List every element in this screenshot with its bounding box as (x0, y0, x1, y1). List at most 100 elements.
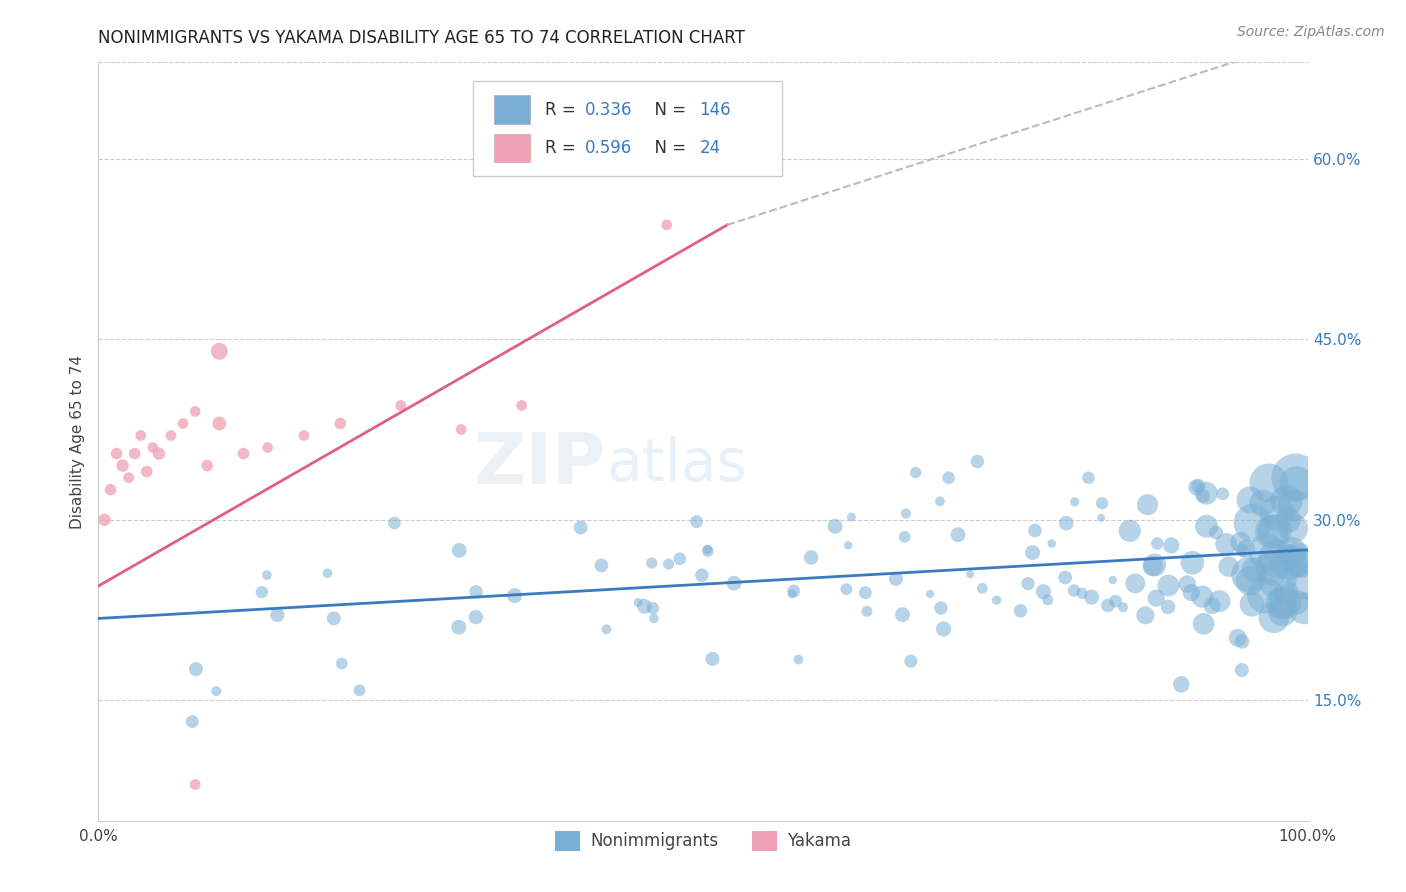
Point (1157, 578, 1180, 592)
Point (465, 585, 488, 599)
Point (329, 417, 352, 431)
Point (181, 714, 204, 729)
Point (1241, 597, 1264, 611)
Point (1017, 576, 1039, 591)
Point (1208, 594, 1230, 608)
Point (1226, 631, 1249, 645)
Point (824, 519, 846, 533)
Point (1080, 590, 1102, 604)
Point (384, 516, 406, 530)
Point (1104, 594, 1126, 608)
Point (256, 441, 278, 455)
Point (256, 568, 278, 582)
Point (1024, 524, 1046, 538)
Point (1136, 498, 1159, 512)
Point (1040, 536, 1063, 550)
Point (510, 399, 533, 413)
Point (1270, 597, 1292, 611)
Point (696, 544, 718, 558)
Point (205, 684, 228, 698)
Point (1218, 559, 1240, 574)
Point (1241, 516, 1264, 530)
Point (1286, 595, 1309, 609)
Point (464, 610, 486, 624)
Text: atlas: atlas (606, 436, 747, 492)
Point (1274, 596, 1296, 610)
Text: Source: ZipAtlas.com: Source: ZipAtlas.com (1237, 25, 1385, 39)
Point (503, 589, 526, 603)
Point (966, 454, 988, 468)
Point (148, 446, 170, 460)
Point (1215, 537, 1237, 551)
Point (208, 417, 231, 431)
Point (232, 446, 254, 460)
Point (1063, 495, 1085, 509)
Point (1234, 541, 1257, 556)
Legend: Nonimmigrants, Yakama: Nonimmigrants, Yakama (548, 824, 858, 858)
Point (172, 417, 194, 431)
Point (669, 551, 692, 566)
Point (938, 471, 960, 485)
Point (1143, 558, 1166, 572)
Point (449, 543, 471, 558)
Point (853, 585, 876, 599)
Point (657, 557, 679, 571)
Point (1251, 496, 1274, 510)
Point (800, 550, 823, 565)
Point (100, 483, 122, 497)
Point (1170, 677, 1192, 691)
Point (929, 601, 952, 615)
Point (1036, 593, 1059, 607)
Point (900, 654, 922, 668)
Point (105, 446, 128, 460)
Bar (494, 134, 530, 162)
Point (723, 576, 745, 591)
Point (780, 587, 803, 601)
Point (1142, 559, 1164, 574)
Point (1097, 599, 1119, 613)
Point (959, 567, 981, 582)
FancyBboxPatch shape (474, 81, 782, 177)
Point (1261, 561, 1284, 575)
Point (184, 778, 207, 792)
Point (111, 458, 134, 473)
Point (1277, 513, 1299, 527)
Point (1254, 588, 1277, 602)
Point (1191, 590, 1213, 604)
Point (702, 652, 724, 666)
Point (1192, 489, 1215, 503)
Point (1032, 584, 1054, 599)
Point (1239, 492, 1261, 507)
Point (641, 556, 664, 570)
Text: NONIMMIGRANTS VS YAKAMA DISABILITY AGE 65 TO 74 CORRELATION CHART: NONIMMIGRANTS VS YAKAMA DISABILITY AGE 6… (98, 29, 745, 47)
Point (1275, 586, 1298, 600)
Point (184, 662, 207, 676)
Point (690, 568, 713, 582)
Point (1101, 573, 1123, 587)
Point (1212, 487, 1234, 501)
Text: N =: N = (644, 139, 692, 157)
Point (932, 622, 955, 636)
Point (1237, 567, 1260, 582)
Point (266, 607, 288, 622)
Point (1230, 543, 1253, 558)
Point (696, 542, 718, 557)
Point (1294, 574, 1316, 588)
Point (135, 465, 157, 479)
Point (972, 582, 994, 596)
Point (627, 595, 650, 609)
Point (1261, 524, 1284, 539)
Point (118, 470, 141, 484)
Point (685, 515, 707, 529)
Point (1285, 476, 1308, 491)
Point (1054, 516, 1077, 531)
Point (1256, 545, 1278, 559)
Point (1201, 599, 1223, 613)
Point (1180, 585, 1202, 599)
Point (904, 466, 927, 480)
Point (160, 428, 183, 442)
Text: R =: R = (544, 139, 581, 157)
Point (1294, 601, 1316, 615)
Point (841, 510, 863, 524)
Point (946, 527, 969, 541)
